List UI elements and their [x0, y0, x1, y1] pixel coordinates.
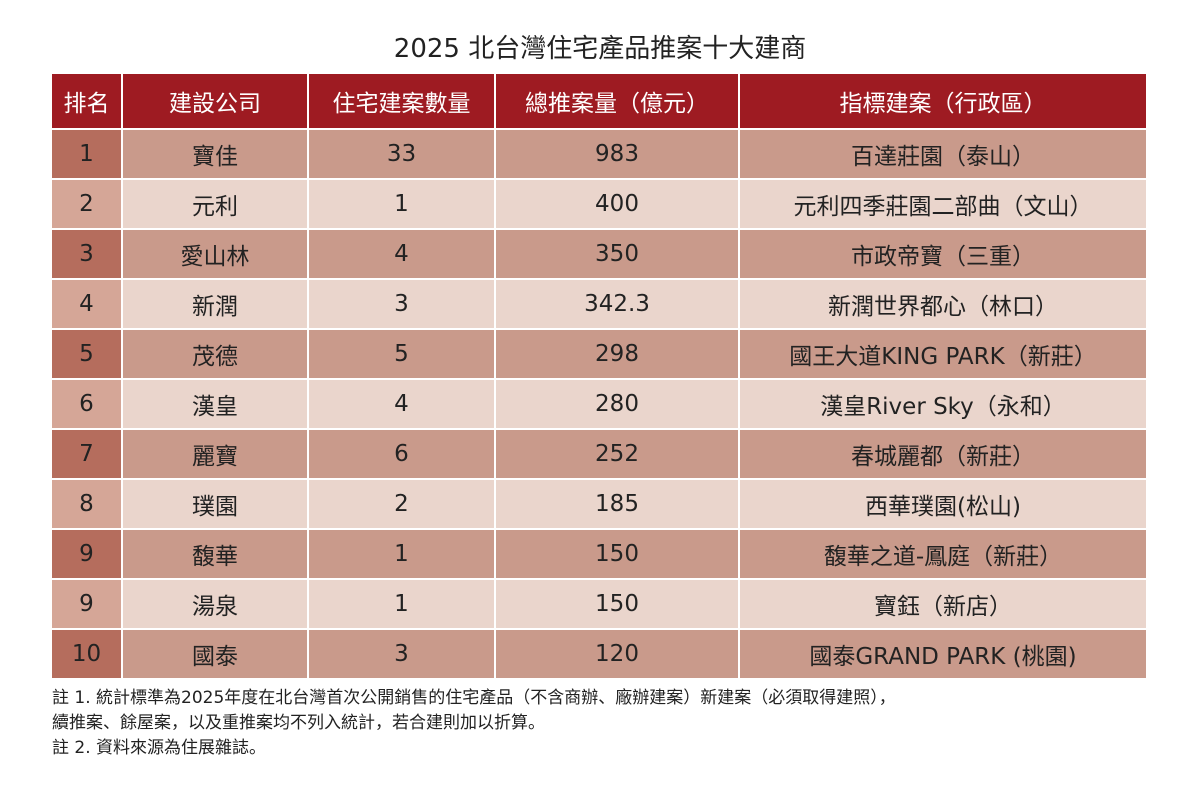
- table-cell: 400: [494, 178, 740, 230]
- table-row: 10 國泰 3 120 國泰GRAND PARK (桃園): [50, 628, 1148, 680]
- table-cell: 湯泉: [121, 578, 309, 630]
- header-cell: 總推案量（億元）: [494, 72, 740, 130]
- table-row: 8 璞園 2 185 西華璞園(松山): [50, 478, 1148, 530]
- table-cell: 983: [494, 128, 740, 180]
- table-cell: 新潤: [121, 278, 309, 330]
- table-cell: 新潤世界都心（林口）: [738, 278, 1148, 330]
- table-cell: 麗寶: [121, 428, 309, 480]
- table-row: 5 茂德 5 298 國王大道KING PARK（新莊）: [50, 328, 1148, 380]
- table-cell: 1: [307, 578, 496, 630]
- table-row: 6 漢皇 4 280 漢皇River Sky（永和）: [50, 378, 1148, 430]
- table-cell: 西華璞園(松山): [738, 478, 1148, 530]
- table-cell: 298: [494, 328, 740, 380]
- notes: 註 1. 統計標準為2025年度在北台灣首次公開銷售的住宅產品（不含商辦、廠辦建…: [52, 686, 896, 761]
- table-cell: 茂德: [121, 328, 309, 380]
- table-cell: 1: [307, 528, 496, 580]
- table-cell: 國王大道KING PARK（新莊）: [738, 328, 1148, 380]
- table-cell: 3: [50, 228, 123, 280]
- table-cell: 2: [307, 478, 496, 530]
- table-cell: 5: [50, 328, 123, 380]
- table-cell: 1: [307, 178, 496, 230]
- table-row: 1 寶佳 33 983 百達莊園（泰山）: [50, 128, 1148, 180]
- table-row: 4 新潤 3 342.3 新潤世界都心（林口）: [50, 278, 1148, 330]
- table-cell: 4: [50, 278, 123, 330]
- table-cell: 寶佳: [121, 128, 309, 180]
- table-cell: 4: [307, 228, 496, 280]
- table-row: 9 馥華 1 150 馥華之道-鳳庭（新莊）: [50, 528, 1148, 580]
- ranking-table: 排名 建設公司 住宅建案數量 總推案量（億元） 指標建案（行政區） 1 寶佳 33 983 百達…: [50, 72, 1148, 680]
- table-cell: 280: [494, 378, 740, 430]
- table-cell: 120: [494, 628, 740, 680]
- table-row: 2 元利 1 400 元利四季莊園二部曲（文山）: [50, 178, 1148, 230]
- table-cell: 璞園: [121, 478, 309, 530]
- table-cell: 國泰: [121, 628, 309, 680]
- table-cell: 150: [494, 528, 740, 580]
- table-row: 7 麗寶 6 252 春城麗都（新莊）: [50, 428, 1148, 480]
- table-cell: 6: [50, 378, 123, 430]
- table-cell: 寶鈺（新店）: [738, 578, 1148, 630]
- table-cell: 2: [50, 178, 123, 230]
- table-cell: 3: [307, 628, 496, 680]
- table-cell: 愛山林: [121, 228, 309, 280]
- table-cell: 1: [50, 128, 123, 180]
- header-row: 排名 建設公司 住宅建案數量 總推案量（億元） 指標建案（行政區）: [50, 72, 1148, 130]
- table-cell: 8: [50, 478, 123, 530]
- header-cell: 排名: [50, 72, 123, 130]
- table-cell: 6: [307, 428, 496, 480]
- table-cell: 350: [494, 228, 740, 280]
- table-body: 1 寶佳 33 983 百達莊園（泰山） 2 元利 1 400 元利四季莊園二部曲（文山） 3 愛山林…: [50, 128, 1148, 680]
- table-cell: 3: [307, 278, 496, 330]
- table-cell: 元利四季莊園二部曲（文山）: [738, 178, 1148, 230]
- table-cell: 10: [50, 628, 123, 680]
- table-cell: 百達莊園（泰山）: [738, 128, 1148, 180]
- table-cell: 9: [50, 528, 123, 580]
- table-cell: 馥華之道-鳳庭（新莊）: [738, 528, 1148, 580]
- table-cell: 7: [50, 428, 123, 480]
- table-cell: 馥華: [121, 528, 309, 580]
- table-row: 9 湯泉 1 150 寶鈺（新店）: [50, 578, 1148, 630]
- title: 2025 北台灣住宅產品推案十大建商: [393, 34, 807, 64]
- table-cell: 5: [307, 328, 496, 380]
- table-cell: 元利: [121, 178, 309, 230]
- table-cell: 185: [494, 478, 740, 530]
- table-cell: 33: [307, 128, 496, 180]
- table-cell: 漢皇: [121, 378, 309, 430]
- table-cell: 國泰GRAND PARK (桃園): [738, 628, 1148, 680]
- table-cell: 市政帝寶（三重）: [738, 228, 1148, 280]
- note-line: 註 1. 統計標準為2025年度在北台灣首次公開銷售的住宅產品（不含商辦、廠辦建…: [52, 688, 896, 708]
- table-cell: 342.3: [494, 278, 740, 330]
- header-cell: 指標建案（行政區）: [738, 72, 1148, 130]
- note-line: 註 2. 資料來源為住展雜誌。: [52, 738, 267, 758]
- table-cell: 9: [50, 578, 123, 630]
- table-row: 3 愛山林 4 350 市政帝寶（三重）: [50, 228, 1148, 280]
- table-cell: 252: [494, 428, 740, 480]
- note-line: 續推案、餘屋案，以及重推案均不列入統計，若合建則加以折算。: [52, 713, 545, 733]
- table-cell: 150: [494, 578, 740, 630]
- table-cell: 4: [307, 378, 496, 430]
- table-cell: 春城麗都（新莊）: [738, 428, 1148, 480]
- table-cell: 漢皇River Sky（永和）: [738, 378, 1148, 430]
- header-cell: 建設公司: [121, 72, 309, 130]
- header-cell: 住宅建案數量: [307, 72, 496, 130]
